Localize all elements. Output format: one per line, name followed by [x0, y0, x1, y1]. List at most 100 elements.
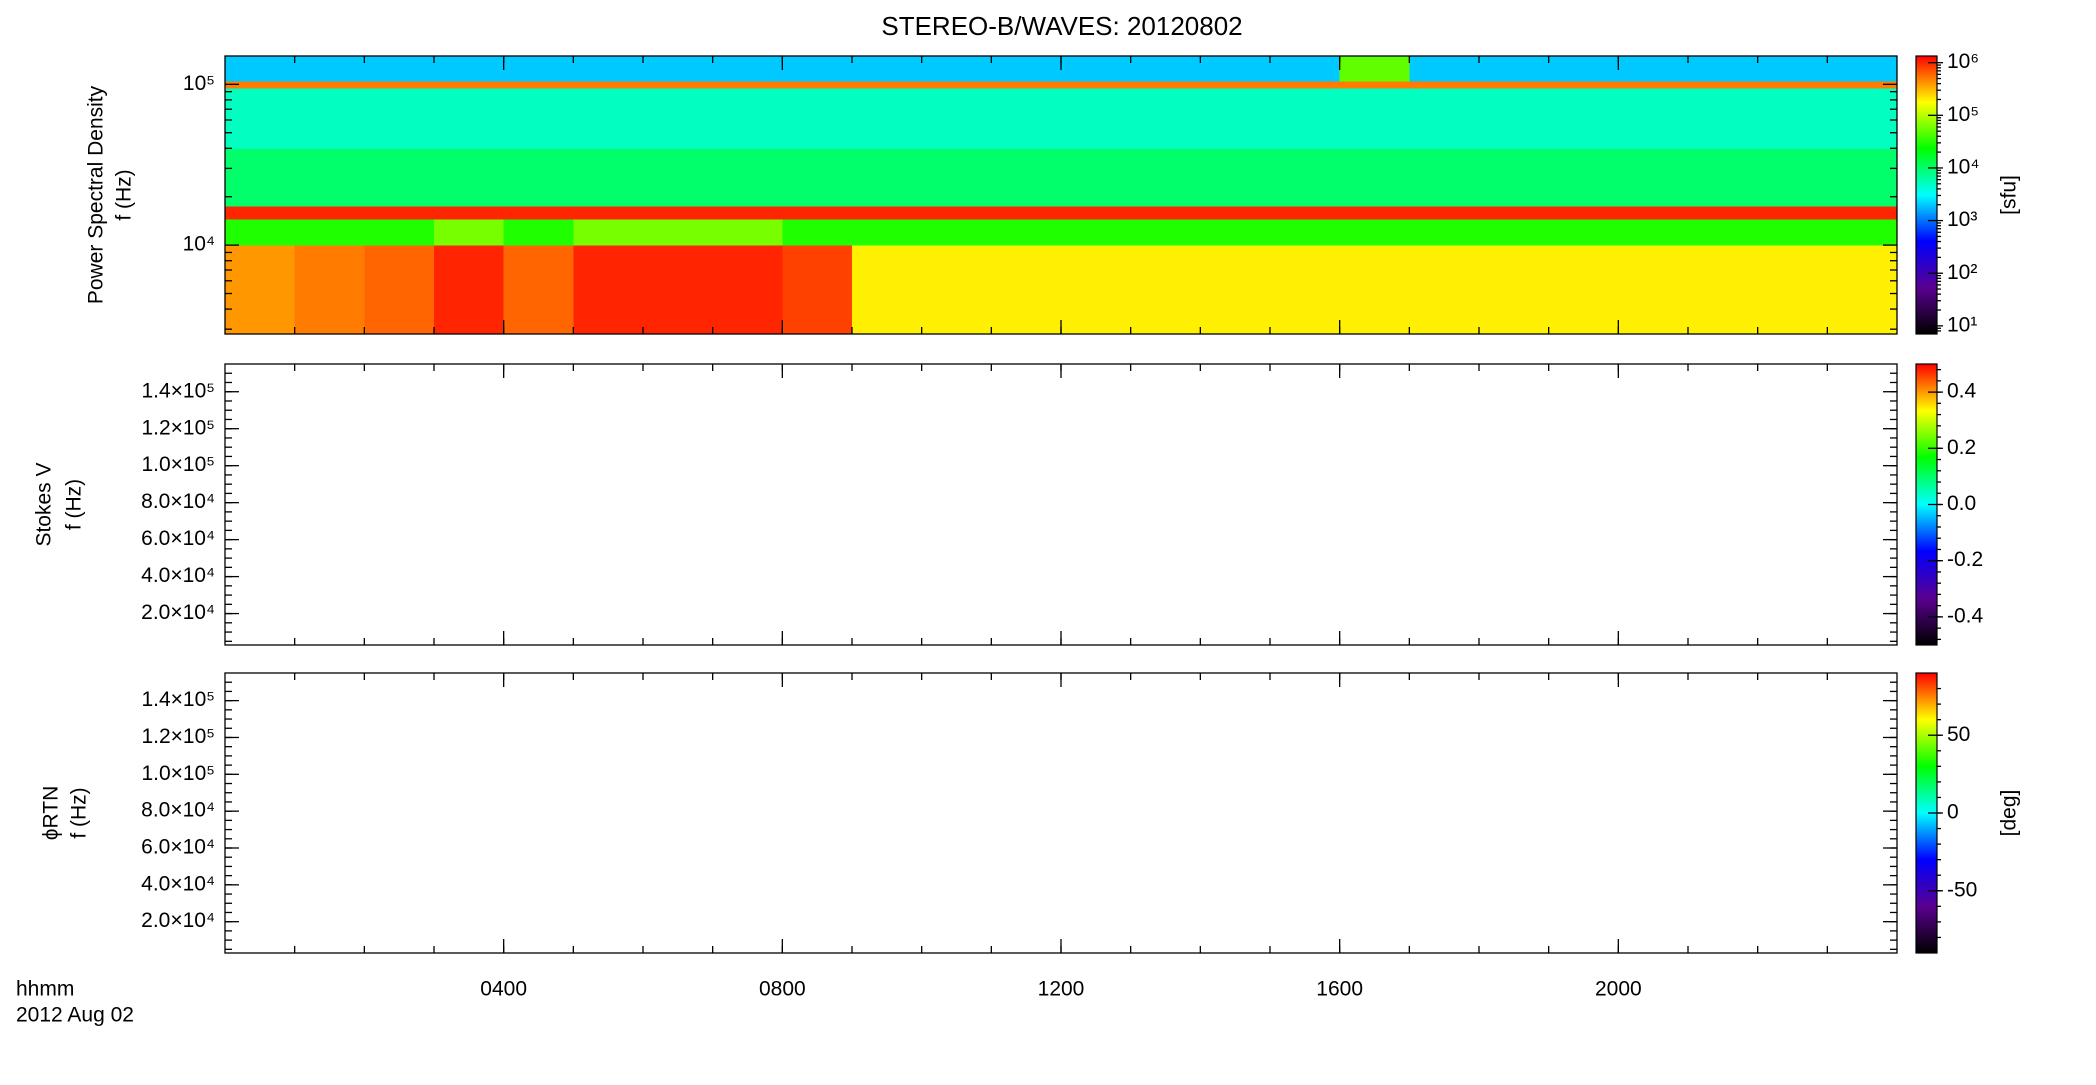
- heatmap-cell: [1409, 148, 1480, 207]
- heatmap-cell: [921, 206, 992, 220]
- heatmap-cell: [364, 219, 435, 246]
- heatmap-cell: [1757, 56, 1828, 82]
- heatmap-cell: [782, 245, 853, 335]
- heatmap-cell: [991, 245, 1062, 335]
- x-tick-label: 0800: [759, 978, 806, 1001]
- heatmap-cell: [1200, 245, 1271, 335]
- heatmap-cell: [434, 245, 505, 335]
- heatmap-cell: [852, 148, 923, 207]
- heatmap-cell: [1270, 56, 1341, 82]
- date-label: 2012 Aug 02: [16, 1004, 134, 1027]
- heatmap-cell: [573, 87, 644, 149]
- heatmap-cell: [1130, 87, 1201, 149]
- heatmap-cell: [1061, 56, 1132, 82]
- heatmap-cell: [1688, 56, 1759, 82]
- x-tick-label: 1600: [1316, 978, 1363, 1001]
- heatmap-cell: [1270, 87, 1341, 149]
- heatmap-cell: [573, 219, 644, 246]
- heatmap-cell: [1757, 87, 1828, 149]
- heatmap-cell: [921, 56, 992, 82]
- y-tick-label: 1.0×10⁵: [141, 453, 215, 476]
- y-tick-label: 10⁵: [183, 72, 215, 95]
- heatmap-cell: [1130, 245, 1201, 335]
- heatmap-cell: [1270, 219, 1341, 246]
- heatmap-cell: [1061, 148, 1132, 207]
- heatmap-cell: [364, 206, 435, 220]
- heatmap-cell: [712, 206, 783, 220]
- colorbar-tick-label: -50: [1947, 878, 1977, 901]
- heatmap-cell: [1061, 80, 1132, 89]
- heatmap-cell: [1688, 245, 1759, 335]
- heatmap-cell: [434, 87, 505, 149]
- heatmap-cell: [1479, 56, 1550, 82]
- heatmap-cell: [1618, 219, 1689, 246]
- heatmap-cell: [573, 245, 644, 335]
- colorbar-tick-label: 0.0: [1947, 492, 1976, 515]
- heatmap-cell: [573, 56, 644, 82]
- heatmap-cell: [1130, 206, 1201, 220]
- heatmap-cell: [434, 80, 505, 89]
- heatmap-cell: [1548, 148, 1619, 207]
- y-axis-label: Power Spectral Density: [85, 85, 108, 304]
- heatmap-cell: [573, 80, 644, 89]
- heatmap-cell: [1409, 245, 1480, 335]
- heatmap-cell: [1409, 219, 1480, 246]
- y-tick-label: 1.4×10⁵: [141, 379, 215, 402]
- heatmap-cell: [1339, 87, 1410, 149]
- colorbar-label: [deg]: [1998, 790, 2021, 837]
- heatmap-cell: [852, 80, 923, 89]
- colorbar-tick-label: 0.4: [1947, 380, 1977, 403]
- colorbar-tick-label: -0.4: [1947, 604, 1984, 627]
- y-axis-label: f (Hz): [113, 169, 136, 220]
- heatmap-cell: [712, 245, 783, 335]
- heatmap-cell: [1548, 219, 1619, 246]
- heatmap-cell: [364, 87, 435, 149]
- heatmap-cell: [712, 219, 783, 246]
- heatmap-cell: [364, 80, 435, 89]
- heatmap-cell: [921, 80, 992, 89]
- y-tick-label: 8.0×10⁴: [141, 490, 215, 513]
- heatmap-cell: [1827, 56, 1898, 82]
- heatmap-cell: [573, 206, 644, 220]
- y-tick-label: 10⁴: [183, 233, 215, 256]
- heatmap-cell: [225, 219, 296, 246]
- heatmap-cell: [434, 206, 505, 220]
- y-tick-label: 2.0×10⁴: [141, 909, 215, 932]
- heatmap-cell: [1339, 219, 1410, 246]
- heatmap-cell: [294, 206, 365, 220]
- heatmap-cell: [852, 245, 923, 335]
- heatmap-cell: [1548, 87, 1619, 149]
- heatmap-cell: [1339, 148, 1410, 207]
- heatmap-cell: [712, 148, 783, 207]
- heatmap-cell: [1618, 56, 1689, 82]
- heatmap-cell: [1827, 245, 1898, 335]
- heatmap-cell: [1270, 245, 1341, 335]
- heatmap-cell: [1270, 206, 1341, 220]
- x-tick-label: 0400: [480, 978, 527, 1001]
- heatmap-cell: [225, 206, 296, 220]
- heatmap-cell: [991, 206, 1062, 220]
- heatmap-cell: [712, 80, 783, 89]
- y-tick-label: 1.2×10⁵: [141, 416, 215, 439]
- heatmap-cell: [1548, 80, 1619, 89]
- heatmap-cell: [1688, 80, 1759, 89]
- heatmap-cell: [1479, 219, 1550, 246]
- heatmap-cell: [503, 219, 574, 246]
- heatmap-cell: [1688, 87, 1759, 149]
- heatmap-cell: [573, 148, 644, 207]
- heatmap-cell: [643, 148, 714, 207]
- heatmap-cell: [1200, 56, 1271, 82]
- heatmap-cell: [1409, 206, 1480, 220]
- x-tick-label: 2000: [1595, 978, 1642, 1001]
- heatmap-cell: [1339, 206, 1410, 220]
- heatmap-cell: [1548, 245, 1619, 335]
- heatmap-cell: [225, 148, 296, 207]
- heatmap-cell: [991, 219, 1062, 246]
- heatmap-cell: [294, 245, 365, 335]
- heatmap-cell: [1757, 219, 1828, 246]
- heatmap-cell: [294, 87, 365, 149]
- heatmap-cell: [1339, 80, 1410, 89]
- heatmap-cell: [503, 56, 574, 82]
- heatmap-cell: [1061, 219, 1132, 246]
